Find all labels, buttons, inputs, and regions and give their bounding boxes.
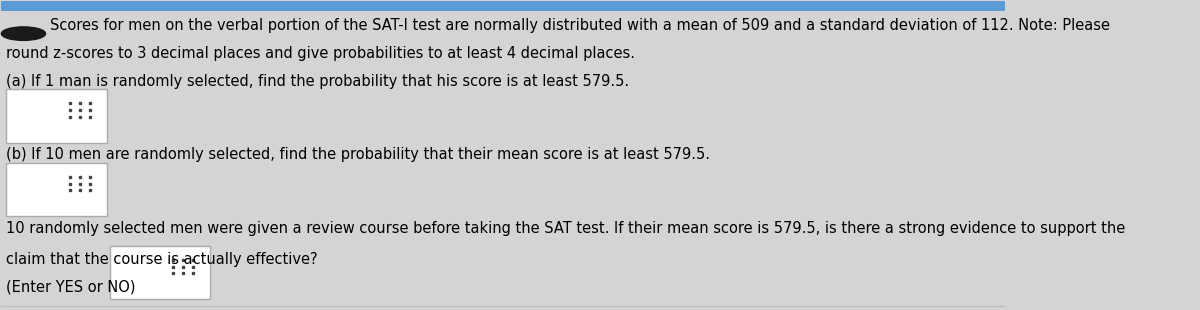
- FancyBboxPatch shape: [6, 89, 107, 143]
- Text: (b) If 10 men are randomly selected, find the probability that their mean score : (b) If 10 men are randomly selected, fin…: [6, 147, 710, 162]
- Text: 10 randomly selected men were given a review course before taking the SAT test. : 10 randomly selected men were given a re…: [6, 221, 1126, 236]
- Text: (Enter YES or NO): (Enter YES or NO): [6, 279, 136, 294]
- FancyBboxPatch shape: [109, 246, 210, 299]
- Text: Scores for men on the verbal portion of the SAT-I test are normally distributed : Scores for men on the verbal portion of …: [49, 18, 1110, 33]
- Circle shape: [1, 27, 46, 40]
- Text: claim that the course is actually effective?: claim that the course is actually effect…: [6, 252, 318, 267]
- Text: round z-scores to 3 decimal places and give probabilities to at least 4 decimal : round z-scores to 3 decimal places and g…: [6, 46, 636, 61]
- Text: (a) If 1 man is randomly selected, find the probability that his score is at lea: (a) If 1 man is randomly selected, find …: [6, 73, 630, 89]
- FancyBboxPatch shape: [6, 163, 107, 216]
- FancyBboxPatch shape: [1, 1, 1004, 11]
